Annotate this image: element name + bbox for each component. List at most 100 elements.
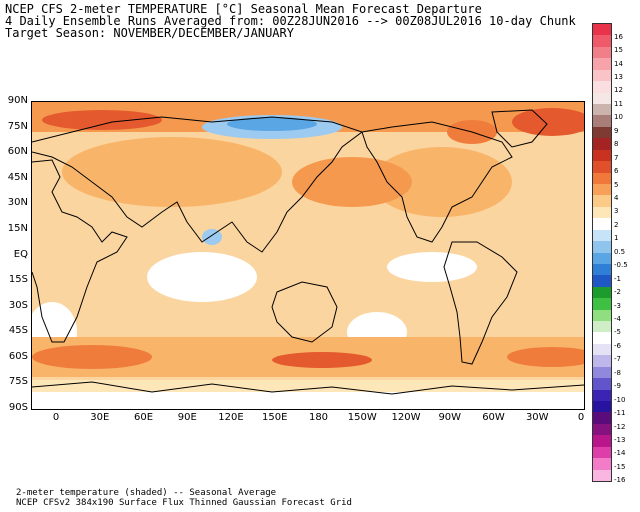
- chart-title-line-2: 4 Daily Ensemble Runs Averaged from: 00Z…: [5, 14, 576, 28]
- shading-southern-warm-left: [32, 345, 152, 369]
- colorbar-label: 5: [614, 180, 619, 189]
- shading-arctic-hot-right: [512, 108, 584, 136]
- colorbar-label: -11: [614, 409, 626, 418]
- shading-warm-eurasia: [62, 137, 282, 207]
- colorbar-cell: [593, 103, 611, 116]
- colorbar-label: -14: [614, 449, 626, 458]
- colorbar-cell: [593, 218, 611, 231]
- footer-line-1: 2-meter temperature (shaded) -- Seasonal…: [16, 488, 277, 498]
- colorbar-cell: [593, 412, 611, 425]
- lat-label-30N: 30N: [7, 197, 28, 209]
- colorbar-label: -16: [614, 476, 626, 485]
- colorbar-label: 13: [614, 73, 623, 82]
- lat-label-90N: 90N: [7, 95, 28, 106]
- coastline-eurasia: [32, 116, 364, 253]
- colorbar-label: -15: [614, 462, 626, 471]
- lon-label-0: 0: [52, 412, 60, 423]
- anomaly-shading: [32, 102, 584, 409]
- colorbar-cell: [593, 252, 611, 265]
- shading-southern-hot-pacific: [272, 352, 372, 368]
- coastline-south-america: [443, 241, 518, 365]
- colorbar-cell: [593, 92, 611, 105]
- lon-label-120W: 120W: [391, 412, 421, 423]
- colorbar-cell: [593, 469, 611, 482]
- colorbar-label: 0.5: [614, 247, 626, 256]
- colorbar-label: 2: [614, 220, 619, 229]
- lat-label-60N: 60N: [7, 146, 28, 158]
- coastline-australia: [271, 281, 338, 343]
- colorbar-cell: [593, 446, 611, 459]
- colorbar-label: -13: [614, 435, 626, 444]
- shading-warm-north-america: [372, 147, 512, 217]
- colorbar-cell: [593, 69, 611, 82]
- colorbar-cell: [593, 343, 611, 356]
- lat-label-EQ: EQ: [13, 248, 28, 260]
- colorbar-label: 10: [614, 113, 623, 122]
- colorbar-label: 9: [614, 126, 619, 135]
- coastlines: [32, 109, 584, 395]
- colorbar-label: 6: [614, 167, 619, 176]
- colorbar-cell: [593, 286, 611, 299]
- lat-label-30S: 30S: [8, 299, 28, 311]
- shading-cool-maritime: [202, 229, 222, 245]
- colorbar-cell: [593, 81, 611, 94]
- colorbar-label: -2: [614, 288, 621, 297]
- temperature-anomaly-map: [32, 102, 584, 409]
- coastline-north-america: [361, 121, 513, 243]
- lon-label-120E: 120E: [218, 412, 244, 423]
- shading-arctic-hot-left: [42, 110, 162, 130]
- colorbar: [592, 23, 612, 482]
- colorbar-cell: [593, 321, 611, 333]
- colorbar-cell: [593, 332, 611, 345]
- lon-label-60E: 60E: [133, 412, 154, 423]
- colorbar-cell: [593, 435, 611, 448]
- colorbar-label: -1: [614, 274, 621, 283]
- shading-cool-siberia-core: [227, 117, 317, 131]
- shading-warm-pacific: [292, 157, 412, 207]
- colorbar-cell: [593, 172, 611, 185]
- lon-label-90E: 90E: [177, 412, 197, 423]
- colorbar-cell: [593, 275, 611, 288]
- lon-label-30W: 30W: [525, 412, 549, 423]
- colorbar-cell: [593, 46, 611, 59]
- colorbar-cell: [593, 35, 611, 48]
- lon-label-180: 180: [308, 412, 329, 423]
- colorbar-cell: [593, 423, 611, 436]
- colorbar-label: -0.5: [614, 261, 628, 270]
- colorbar-label: 3: [614, 207, 619, 216]
- coastline-greenland: [491, 109, 548, 148]
- colorbar-label: -7: [614, 355, 621, 364]
- colorbar-label: -12: [614, 422, 626, 431]
- lat-label-75S: 75S: [8, 376, 28, 388]
- lon-label-90W: 90W: [438, 412, 462, 423]
- lon-label-30E: 30E: [90, 412, 110, 423]
- colorbar-cell: [593, 206, 611, 219]
- lon-label-150W: 150W: [347, 412, 377, 423]
- colorbar-cell: [593, 161, 611, 174]
- lat-label-45S: 45S: [8, 325, 28, 337]
- colorbar-label: 4: [614, 194, 619, 202]
- lat-label-75N: 75N: [7, 120, 28, 132]
- colorbar-cell: [593, 229, 611, 242]
- chart-title-line-3: Target Season: NOVEMBER/DECEMBER/JANUARY: [5, 26, 294, 40]
- lat-label-15S: 15S: [8, 274, 28, 286]
- colorbar-label: 12: [614, 86, 623, 95]
- colorbar-label: 14: [614, 59, 623, 68]
- shading-antarctic-neutral: [32, 392, 584, 409]
- colorbar-cell: [593, 263, 611, 276]
- colorbar-label: -8: [614, 368, 621, 377]
- colorbar-cell: [593, 24, 611, 36]
- colorbar-label: -5: [614, 328, 621, 337]
- colorbar-cell: [593, 355, 611, 368]
- lon-label-0: 0: [577, 412, 585, 423]
- colorbar-cell: [593, 309, 611, 322]
- colorbar-cell: [593, 458, 611, 471]
- colorbar-label: 11: [614, 99, 623, 108]
- colorbar-cell: [593, 183, 611, 196]
- colorbar-label: -9: [614, 382, 621, 391]
- colorbar-cell: [593, 126, 611, 139]
- colorbar-cell: [593, 366, 611, 379]
- footer-line-2: NCEP CFSv2 384x190 Surface Flux Thinned …: [16, 498, 352, 508]
- lat-label-45N: 45N: [7, 171, 28, 183]
- lat-label-15N: 15N: [7, 222, 28, 234]
